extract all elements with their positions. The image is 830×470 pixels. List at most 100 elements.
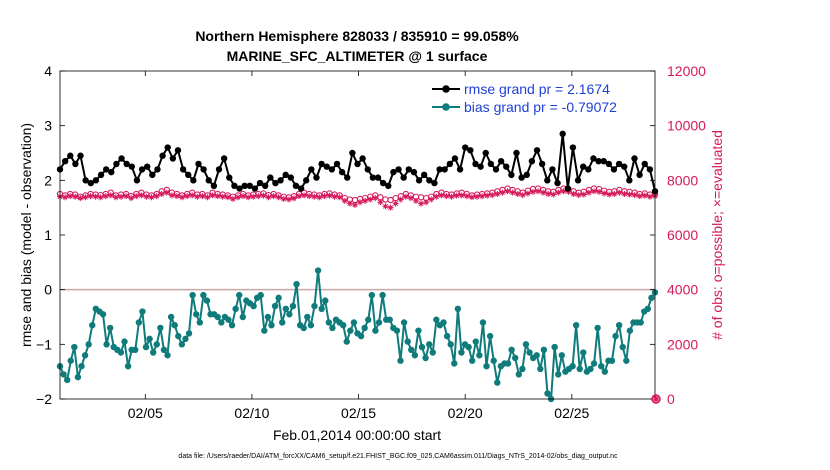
- bias-point: [307, 322, 315, 329]
- rmse-point: [549, 166, 556, 173]
- obs-evaluated-point: [433, 193, 440, 200]
- y-right-tick-label: 4000: [667, 282, 698, 298]
- obs-evaluated-point: [143, 193, 150, 200]
- bias-point: [576, 365, 583, 373]
- obs-evaluated-point: [280, 195, 287, 202]
- bias-point: [117, 349, 125, 356]
- obs-evaluated-point: [92, 193, 99, 200]
- obs-evaluated-point: [611, 191, 618, 197]
- legend-bias-marker: [442, 103, 450, 111]
- bias-point: [512, 354, 519, 362]
- plot-background: [60, 71, 655, 399]
- rmse-point: [585, 166, 592, 173]
- bias-point: [89, 322, 96, 329]
- obs-evaluated-point: [357, 199, 364, 206]
- bias-point: [74, 373, 82, 381]
- bias-point: [293, 281, 300, 288]
- rmse-point: [636, 171, 643, 179]
- bias-point: [164, 352, 171, 359]
- obs-evaluated-point: [418, 200, 425, 207]
- rmse-point: [590, 155, 597, 162]
- bias-point: [533, 352, 540, 359]
- bias-point: [494, 379, 501, 386]
- rmse-point: [318, 160, 325, 168]
- rmse-point: [492, 166, 500, 173]
- rmse-point: [528, 158, 536, 165]
- bias-point: [375, 319, 383, 326]
- chart-title-line2: MARINE_SFC_ALTIMETER @ 1 surface: [227, 48, 488, 64]
- obs-evaluated-point: [377, 199, 384, 206]
- bias-point: [103, 341, 110, 348]
- obs-evaluated-point: [245, 194, 252, 201]
- obs-evaluated-point: [524, 190, 531, 197]
- obs-evaluated-point: [484, 192, 491, 199]
- obs-evaluated-point: [550, 191, 557, 198]
- rmse-point: [482, 149, 489, 157]
- rmse-point: [72, 160, 79, 168]
- rmse-point: [503, 163, 510, 170]
- obs-evaluated-point: [82, 194, 89, 201]
- bias-point: [551, 343, 558, 351]
- y-left-tick-label: 0: [44, 282, 52, 298]
- obs-evaluated-point: [133, 193, 140, 200]
- obs-evaluated-point: [107, 192, 114, 199]
- bias-point: [418, 343, 426, 351]
- rmse-point: [477, 163, 484, 170]
- rmse-point: [379, 179, 387, 187]
- y-left-tick-label: 4: [44, 63, 52, 79]
- obs-evaluated-point: [311, 193, 318, 200]
- x-tick-label: 02/05: [128, 405, 163, 421]
- bias-point: [397, 357, 404, 364]
- obs-evaluated-point: [428, 196, 435, 203]
- bias-point: [214, 313, 221, 321]
- bias-point: [279, 319, 286, 326]
- bias-point: [350, 319, 358, 326]
- obs-evaluated-point: [173, 193, 180, 200]
- bias-point: [644, 305, 652, 312]
- obs-evaluated-point: [296, 193, 303, 200]
- obs-evaluated-point: [453, 192, 460, 199]
- rmse-point: [374, 174, 382, 181]
- obs-evaluated-point: [346, 200, 353, 207]
- bias-point: [347, 327, 354, 334]
- rmse-point: [159, 152, 166, 159]
- obs-evaluated-point: [489, 192, 496, 199]
- bias-point: [142, 343, 150, 351]
- bias-point: [67, 357, 74, 364]
- bias-point: [544, 390, 551, 397]
- obs-evaluated-point: [575, 192, 582, 199]
- rmse-point: [313, 174, 320, 181]
- obs-evaluated-point: [62, 194, 69, 201]
- rmse-point: [236, 185, 243, 192]
- y-right-tick-label: 6000: [667, 227, 698, 243]
- bias-point: [228, 322, 236, 329]
- bias-point: [540, 346, 548, 353]
- bias-point: [132, 346, 139, 353]
- rmse-point: [385, 182, 392, 189]
- obs-evaluated-point: [616, 189, 623, 196]
- bias-point: [146, 335, 153, 343]
- obs-evaluated-point: [606, 191, 613, 198]
- obs-evaluated-point: [499, 189, 506, 196]
- rmse-point: [282, 171, 289, 179]
- bias-point: [422, 354, 429, 362]
- bias-point: [590, 360, 598, 367]
- obs-evaluated-point: [153, 193, 160, 200]
- rmse-point: [395, 166, 402, 173]
- bias-point: [60, 371, 67, 378]
- bias-point: [193, 311, 200, 318]
- chart-title-line1: Northern Hemisphere 828033 / 835910 = 99…: [195, 28, 519, 44]
- rmse-point: [241, 182, 248, 189]
- bias-point: [623, 357, 630, 364]
- bias-point: [490, 357, 497, 364]
- obs-evaluated-point: [514, 191, 521, 197]
- rmse-point: [369, 174, 377, 181]
- bias-point: [508, 346, 515, 353]
- rmse-point: [338, 168, 346, 176]
- rmse-point: [610, 166, 618, 173]
- bias-point: [615, 322, 623, 329]
- bias-point: [429, 349, 436, 356]
- bias-point: [465, 343, 472, 351]
- rmse-point: [61, 158, 69, 165]
- rmse-point: [154, 166, 161, 173]
